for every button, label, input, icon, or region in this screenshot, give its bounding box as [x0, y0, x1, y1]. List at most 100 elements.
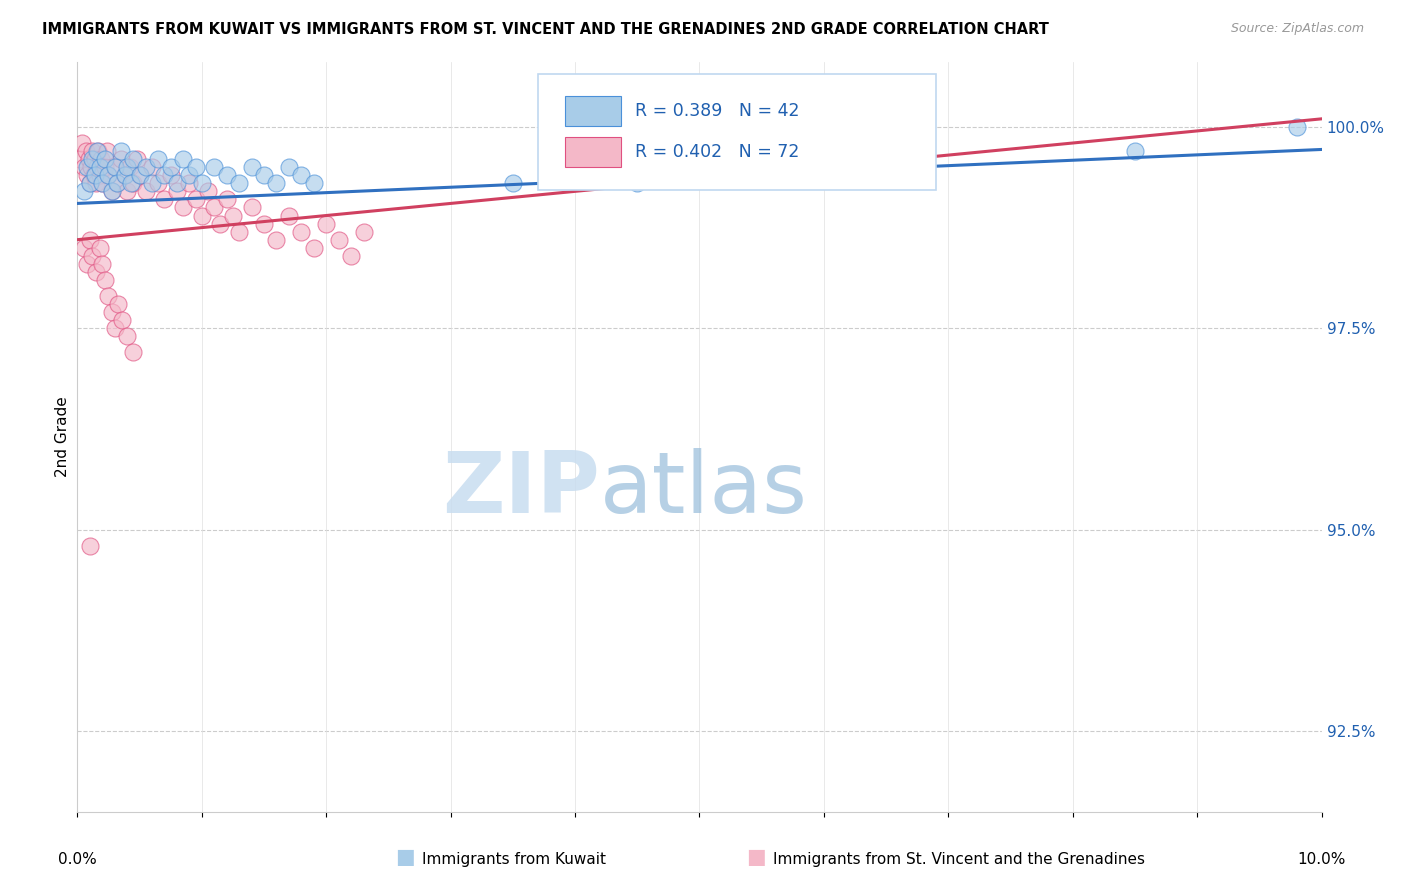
Text: ZIP: ZIP [443, 448, 600, 531]
Point [72, 136, 94, 150]
Point [76, 160, 98, 174]
Y-axis label: 2nd Grade: 2nd Grade [55, 397, 70, 477]
Point [93, 273, 115, 287]
Point [105, 176, 128, 190]
Point [166, 176, 188, 190]
Point [302, 241, 325, 255]
Point [91, 257, 114, 271]
Point [80, 160, 103, 174]
Text: Immigrants from Kuwait: Immigrants from Kuwait [422, 852, 606, 867]
Point [626, 176, 648, 190]
Point [179, 176, 201, 190]
Point [266, 176, 288, 190]
Point [76, 257, 98, 271]
Point [228, 225, 250, 239]
Point [97, 168, 120, 182]
Point [84, 265, 107, 279]
Point [290, 225, 312, 239]
Point [82, 152, 104, 166]
Point [184, 160, 207, 174]
Point [179, 168, 201, 182]
Point [89, 168, 111, 182]
Text: Immigrants from St. Vincent and the Grenadines: Immigrants from St. Vincent and the Gren… [773, 852, 1146, 867]
Point [115, 185, 138, 199]
Point [172, 201, 194, 215]
Point [110, 144, 132, 158]
Point [79, 176, 101, 190]
Point [104, 321, 127, 335]
Point [86, 144, 108, 158]
Bar [565, 137, 621, 168]
Point [290, 168, 312, 182]
Point [87, 144, 110, 158]
Point [93, 152, 115, 166]
Point [76, 168, 98, 182]
Point [240, 201, 263, 215]
Text: ■: ■ [395, 847, 415, 867]
Point [86, 160, 108, 174]
Point [79, 539, 101, 553]
Point [148, 152, 170, 166]
Point [166, 185, 188, 199]
Point [83, 152, 105, 166]
Point [253, 217, 276, 231]
Text: IMMIGRANTS FROM KUWAIT VS IMMIGRANTS FROM ST. VINCENT AND THE GRENADINES 2ND GRA: IMMIGRANTS FROM KUWAIT VS IMMIGRANTS FRO… [42, 22, 1049, 37]
Text: 0.0%: 0.0% [58, 852, 97, 867]
Point [118, 160, 141, 174]
Point [122, 176, 145, 190]
Point [107, 297, 129, 311]
Point [315, 217, 337, 231]
Bar [565, 96, 621, 126]
Point [141, 176, 163, 190]
Point [97, 289, 120, 303]
Point [89, 160, 111, 174]
Point [79, 176, 101, 190]
Point [253, 168, 276, 182]
Point [122, 152, 145, 166]
Point [353, 225, 375, 239]
Point [101, 185, 124, 199]
Point [153, 193, 176, 207]
Point [77, 152, 100, 166]
Point [197, 185, 219, 199]
Point [111, 313, 134, 327]
Point [302, 176, 325, 190]
Point [105, 176, 128, 190]
Text: ■: ■ [747, 847, 766, 867]
Point [128, 168, 150, 182]
Point [191, 209, 214, 223]
Point [114, 168, 136, 182]
Point [115, 160, 138, 174]
Point [159, 160, 181, 174]
Text: Source: ZipAtlas.com: Source: ZipAtlas.com [1230, 22, 1364, 36]
Point [84, 176, 107, 190]
Point [148, 176, 170, 190]
Point [202, 201, 225, 215]
Point [172, 152, 194, 166]
Point [209, 217, 232, 231]
Point [120, 176, 142, 190]
Point [141, 160, 163, 174]
Point [184, 193, 207, 207]
Text: R = 0.389   N = 42: R = 0.389 N = 42 [634, 103, 799, 120]
Point [91, 176, 114, 190]
Point [159, 168, 181, 182]
Point [104, 160, 127, 174]
Text: 10.0%: 10.0% [1298, 852, 1346, 867]
Point [135, 185, 157, 199]
Point [101, 185, 124, 199]
Point [101, 305, 124, 319]
Point [83, 168, 105, 182]
Point [72, 160, 94, 174]
Point [202, 160, 225, 174]
Point [135, 160, 157, 174]
Point [277, 160, 299, 174]
Point [82, 249, 104, 263]
Point [328, 233, 350, 247]
Point [72, 241, 94, 255]
Point [69, 152, 91, 166]
Point [122, 345, 145, 359]
Text: atlas: atlas [600, 448, 808, 531]
Point [82, 144, 104, 158]
Point [191, 176, 214, 190]
